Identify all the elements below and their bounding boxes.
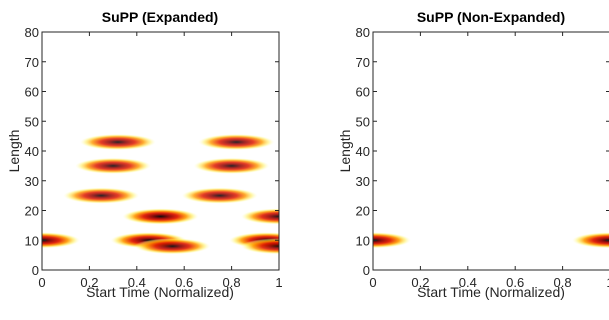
y-tick-label: 50 [356,114,370,129]
y-tick-label: 10 [25,233,39,248]
heatmap-blob [134,238,211,255]
x-axis-label: Start Time (Normalized) [417,284,565,300]
heatmap-blobs [42,134,279,255]
y-tick-label: 80 [25,25,39,40]
heatmap-blob [181,187,258,204]
chart-title: SuPP (Expanded) [102,9,218,25]
heatmap-blob [193,157,270,174]
y-tick-label: 50 [25,114,39,129]
x-tick-label: 1 [606,275,609,290]
heatmap-blob [63,187,140,204]
y-tick-label: 10 [356,233,370,248]
x-tick-label: 0.4 [459,275,477,290]
y-tick-label: 20 [25,204,39,219]
chart-title: SuPP (Non-Expanded) [417,9,565,25]
plot-area-frame [372,31,609,271]
y-axis-ticks: 0 10 20 30 40 50 60 70 80 [25,25,279,278]
heatmap-blob [198,134,275,151]
y-tick-label: 40 [25,144,39,159]
y-tick-label: 0 [32,263,39,278]
y-tick-label: 20 [356,204,370,219]
y-axis-label: Length [337,130,353,173]
heatmap-blob [79,134,156,151]
x-tick-label: 0.6 [506,275,524,290]
y-tick-label: 70 [356,55,370,70]
heatmap-blob [75,157,152,174]
y-tick-label: 40 [356,144,370,159]
x-tick-label: 0.2 [411,275,429,290]
x-axis-ticks: 0 0.2 0.4 0.6 0.8 1 [38,32,283,290]
y-axis-ticks: 0 10 20 30 40 50 60 70 80 [356,25,609,278]
y-tick-label: 60 [25,85,39,100]
heatmap-blob [122,208,199,225]
heatmap-blob [42,232,80,249]
heatmap-blob [572,232,609,249]
x-tick-label: 0 [369,275,376,290]
heatmap-blob [241,208,279,225]
x-axis-ticks: 0 0.2 0.4 0.6 0.8 1 [369,32,609,290]
y-axis-label: Length [6,130,22,173]
heatmap-blobs [373,232,609,249]
x-tick-label: 0.8 [554,275,572,290]
y-tick-label: 80 [356,25,370,40]
y-tick-label: 60 [356,85,370,100]
x-tick-label: 0 [38,275,45,290]
x-tick-label: 0.4 [128,275,146,290]
heatmap-blob [241,238,279,255]
y-tick-label: 70 [25,55,39,70]
x-tick-label: 0.2 [80,275,98,290]
y-tick-label: 30 [25,174,39,189]
x-tick-label: 1 [275,275,282,290]
x-tick-label: 0.6 [175,275,193,290]
x-tick-label: 0.8 [223,275,241,290]
x-axis-label: Start Time (Normalized) [86,284,234,300]
heatmap-blob [373,232,411,249]
chart-expanded: SuPP (Expanded) 0 10 20 30 40 50 60 70 80 0 0.2 0.… [6,9,283,300]
y-tick-label: 0 [363,263,370,278]
y-tick-label: 30 [356,174,370,189]
